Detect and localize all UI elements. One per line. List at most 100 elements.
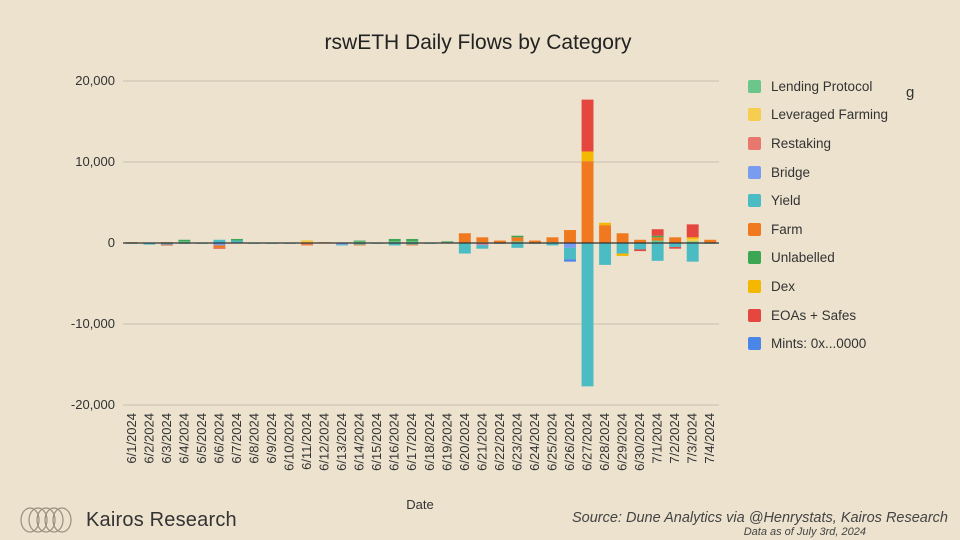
bar-segment [581,243,594,387]
bar-segment [651,237,664,241]
legend-swatch [748,165,761,179]
x-tick-label: 6/8/2024 [246,413,261,464]
x-tick-label: 6/27/2024 [580,413,595,471]
bar-segment [388,243,401,246]
bar-segment [564,247,576,260]
x-tick-label: 7/2/2024 [667,413,682,464]
legend-label: Mints: 0x...0000 [771,336,867,352]
legend-swatch [748,136,761,150]
bar-segment [704,239,717,243]
bar-segment [353,240,366,242]
bar-segment [669,243,682,248]
bar-segment [213,243,226,246]
bar-segment [686,238,699,242]
bar-segment [441,241,454,243]
legend-swatch [748,79,761,93]
bar-segment [528,240,541,243]
y-tick-label: 20,000 [75,73,115,88]
bar-segment [388,238,401,242]
bar-segment [511,241,524,243]
x-tick-label: 6/17/2024 [404,413,419,471]
x-tick-label: 6/24/2024 [527,413,542,471]
legend-label: Restaking [771,135,832,151]
legend-label: Bridge [771,164,811,180]
bar-segment [160,244,173,246]
x-tick-label: 6/5/2024 [194,413,209,464]
legend-label: Dex [771,278,796,294]
x-tick-label: 6/22/2024 [492,413,507,471]
bar-segment [476,243,489,245]
bar-segment [686,241,699,243]
x-tick-label: 6/21/2024 [474,413,489,471]
legend-item: Leveraged Farming [748,101,948,130]
x-tick-label: 6/10/2024 [282,413,297,471]
bar-segment [301,243,314,245]
bar-segment [511,235,524,238]
bar-segment [213,247,226,249]
x-tick-label: 6/9/2024 [264,413,279,464]
bar-segment [458,243,471,254]
bar-segment [353,241,366,243]
x-axis-title: Date [406,497,433,512]
legend: Lending Protocol Leveraged Farming Restaki… [748,72,948,358]
bar-segment [686,237,699,239]
bar-segment [651,229,664,236]
bar-segment [634,239,647,243]
bar-segment [686,224,699,238]
x-tick-label: 6/18/2024 [422,413,437,471]
legend-item: Lending Protocol [748,72,948,101]
bar-segment [651,243,664,261]
x-tick-label: 6/26/2024 [562,413,577,471]
bar-segment [616,253,629,256]
bar-segment [406,238,419,242]
bar-segment [230,240,243,243]
bar-segment [669,237,682,243]
x-tick-label: 6/3/2024 [159,413,174,464]
bar-segment [406,244,419,246]
legend-overflow-glyph: g [906,84,915,101]
legend-label: Lending Protocol [771,78,873,94]
data-as-of-note: Data as of July 3rd, 2024 [743,526,866,538]
legend-label: Farm [771,221,803,237]
x-tick-label: 6/25/2024 [544,413,559,471]
bar-segment [301,244,314,246]
x-tick-label: 7/3/2024 [685,413,700,464]
bar-segment [581,151,594,162]
legend-item: Restaking [748,129,948,158]
x-tick-label: 6/16/2024 [387,413,402,471]
legend-label: Yield [771,193,801,209]
x-tick-labels: 6/1/2024 6/2/2024 6/3/2024 6/4/2024 6/5/2024… [124,413,717,471]
bar-segment [458,233,471,243]
legend-label: EOAs + Safes [771,307,857,323]
bar-segment [336,243,349,245]
bar-segment [213,245,226,248]
x-tick-label: 6/28/2024 [597,413,612,471]
bar-segment [493,240,506,243]
brand-name: Kairos Research [86,508,237,531]
bar-segment [406,243,419,245]
legend-swatch [748,279,761,293]
x-tick-label: 6/13/2024 [334,413,349,471]
bar-segment [599,243,612,265]
bar-segment [634,249,647,252]
bar-segment [160,243,173,245]
bar-segment [388,241,401,243]
bar-segment [581,161,594,243]
legend-swatch [748,251,761,265]
chart-title: rswETH Daily Flows by Category [325,31,632,54]
legend-item: Farm [748,215,948,244]
x-tick-label: 7/1/2024 [650,413,665,464]
x-tick-label: 6/11/2024 [299,413,314,470]
bar-segment [476,245,489,249]
bar-segment [353,243,366,245]
bar-segment [564,243,576,248]
bar-segment [564,230,576,243]
x-tick-label: 7/4/2024 [702,413,717,464]
y-tick-label: -20,000 [71,397,115,412]
kairos-rings-icon [20,507,72,533]
bar-segment [581,99,594,152]
legend-item: Bridge [748,158,948,187]
legend-swatch [748,222,761,236]
x-tick-label: 6/15/2024 [369,413,384,471]
bar-segment [476,244,489,246]
